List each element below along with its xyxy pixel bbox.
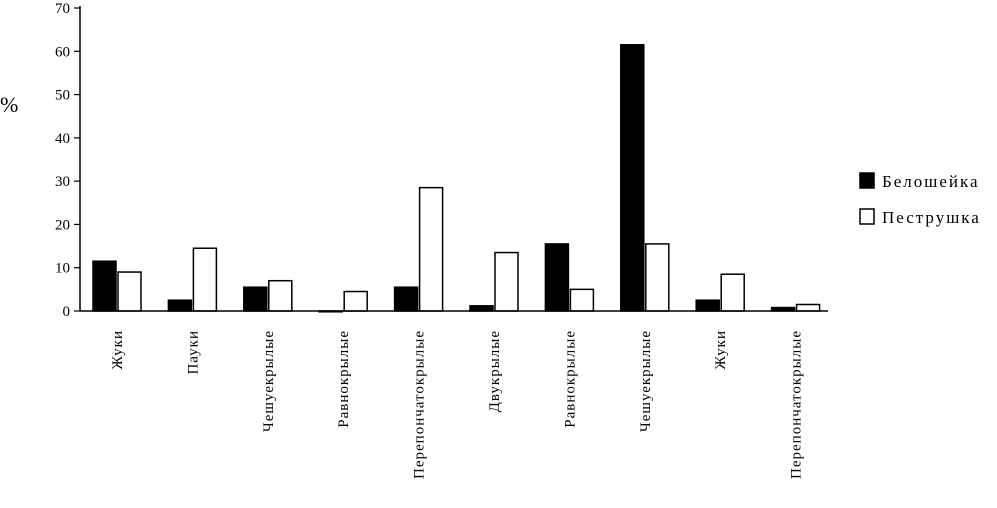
bar-series-1 bbox=[393, 286, 419, 312]
bar-series-2 bbox=[569, 288, 595, 312]
y-tick-label: 60 bbox=[55, 44, 70, 60]
category-label: Двукрылые bbox=[487, 330, 503, 412]
bar-series-2 bbox=[117, 271, 142, 312]
y-tick-label: 70 bbox=[55, 1, 70, 17]
legend-label: Пеструшка bbox=[882, 208, 981, 227]
category-label: Равнокрылые bbox=[336, 330, 352, 428]
category-label: Жуки bbox=[713, 330, 729, 370]
y-tick-label: 40 bbox=[55, 131, 70, 147]
bar-series-2 bbox=[343, 290, 368, 312]
y-tick-label: 0 bbox=[63, 304, 71, 320]
category-label: Чешуекрылые bbox=[638, 330, 654, 432]
legend-swatch bbox=[859, 208, 875, 225]
y-tick-label: 30 bbox=[55, 174, 70, 190]
bar-series-2 bbox=[268, 279, 293, 312]
bar-series-1 bbox=[243, 286, 268, 312]
bar-series-1 bbox=[167, 299, 193, 312]
bar-series-2 bbox=[795, 303, 821, 312]
legend: Белошейка Пеструшка bbox=[859, 172, 981, 227]
category-label: Перепончатокрылые bbox=[412, 330, 428, 479]
bar-series-2 bbox=[720, 273, 745, 312]
bar-series-2 bbox=[192, 247, 218, 312]
bar-series-1 bbox=[620, 44, 645, 312]
category-label: Равнокрылые bbox=[562, 330, 578, 428]
bar-series-2 bbox=[418, 186, 444, 312]
y-axis-ticks: 0 10 20 30 40 50 60 70 bbox=[55, 1, 80, 320]
bar-series-2 bbox=[645, 243, 670, 312]
category-labels: Жуки Пауки Чешуекрылые Равнокрылые Перепонча… bbox=[110, 330, 805, 479]
bar-series-2 bbox=[494, 251, 519, 312]
y-tick-label: 20 bbox=[55, 217, 70, 233]
category-label: Чешуекрылые bbox=[261, 330, 277, 432]
category-label: Пауки bbox=[185, 330, 201, 375]
category-label: Жуки bbox=[110, 330, 126, 370]
y-tick-label: 50 bbox=[55, 88, 70, 104]
y-tick-label: 10 bbox=[55, 261, 70, 277]
category-label: Перепончатокрылые bbox=[789, 330, 805, 479]
legend-label: Белошейка bbox=[882, 172, 980, 191]
legend-swatch bbox=[859, 172, 875, 189]
bar-series-1 bbox=[695, 299, 720, 312]
y-axis-label: % bbox=[0, 92, 18, 117]
bar-series-1 bbox=[469, 305, 494, 312]
bar-series-1 bbox=[544, 243, 570, 312]
bar-series-1 bbox=[92, 260, 117, 312]
bars bbox=[92, 44, 821, 313]
